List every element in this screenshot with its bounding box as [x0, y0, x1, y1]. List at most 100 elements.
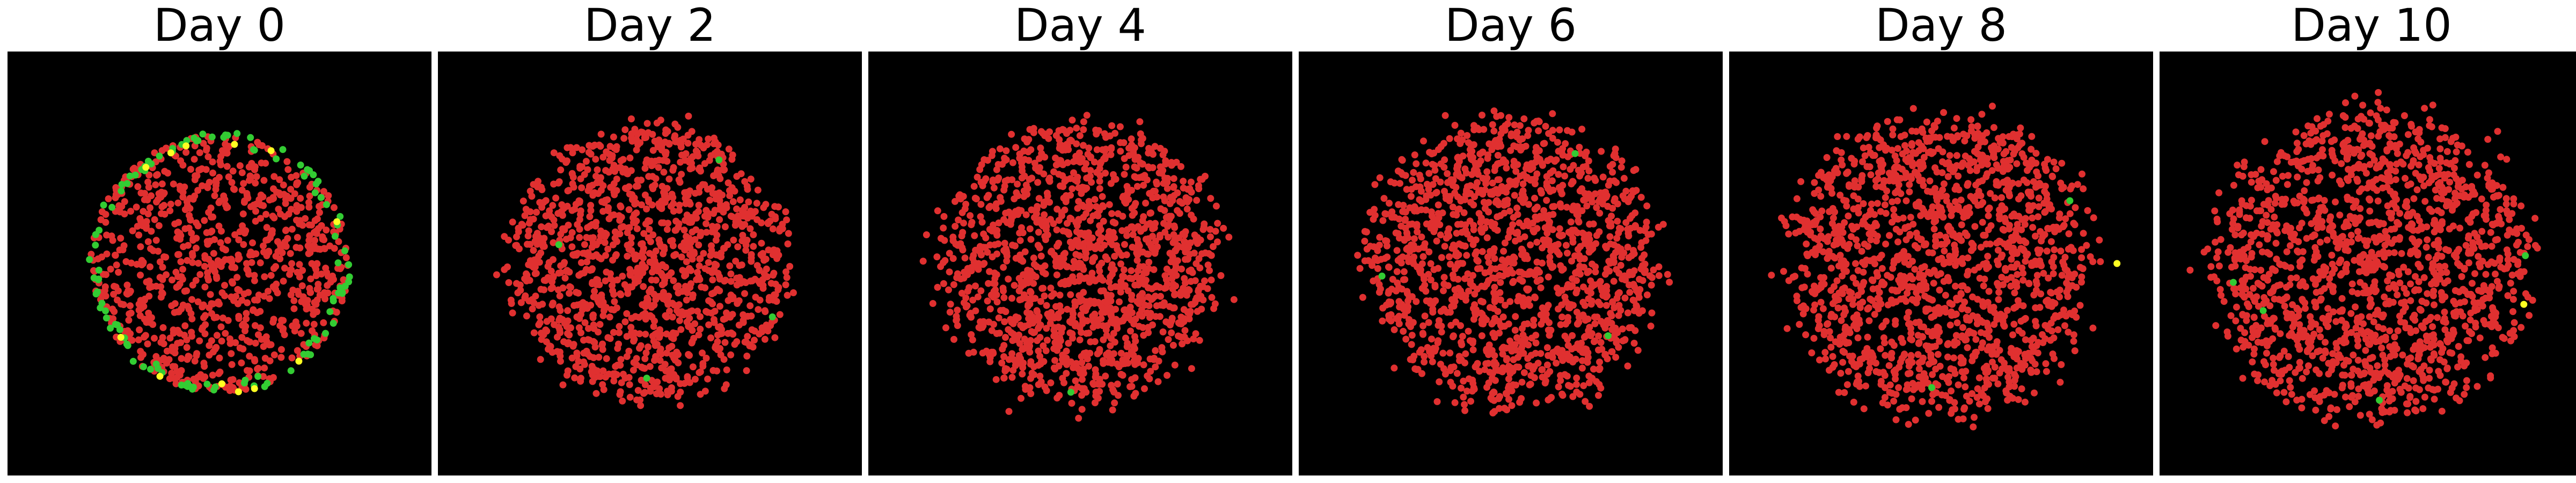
red-cell-point — [1502, 302, 1509, 309]
red-cell-point — [550, 239, 557, 246]
red-cell-point — [1103, 305, 1110, 312]
red-cell-point — [521, 212, 529, 219]
red-cell-point — [145, 171, 153, 179]
red-cell-point — [159, 334, 166, 341]
red-cell-point — [1491, 283, 1498, 291]
red-cell-point — [1502, 390, 1510, 397]
red-cell-point — [1508, 347, 1516, 355]
red-cell-point — [650, 323, 657, 330]
red-cell-point — [1592, 177, 1599, 184]
red-cell-point — [1461, 196, 1469, 203]
red-cell-point — [1077, 370, 1084, 377]
red-cell-point — [581, 361, 588, 368]
red-cell-point — [281, 238, 289, 246]
red-cell-point — [1469, 282, 1476, 290]
red-cell-point — [960, 193, 967, 200]
red-cell-point — [206, 179, 213, 186]
red-cell-point — [1029, 271, 1037, 279]
red-cell-point — [975, 266, 982, 273]
red-cell-point — [317, 246, 324, 253]
red-cell-point — [1099, 193, 1106, 200]
red-cell-point — [1138, 312, 1146, 320]
red-cell-point — [642, 220, 649, 228]
red-cell-point — [1635, 310, 1643, 317]
red-cell-point — [1601, 350, 1609, 358]
red-cell-point — [765, 296, 773, 304]
red-cell-point — [1083, 112, 1091, 119]
red-cell-point — [1393, 268, 1401, 275]
red-cell-point — [613, 238, 620, 245]
red-cell-point — [1485, 140, 1493, 148]
red-cell-point — [742, 246, 750, 254]
red-cell-point — [325, 192, 332, 199]
red-cell-point — [576, 216, 583, 223]
red-cell-point — [292, 172, 300, 179]
red-cell-point — [702, 207, 710, 214]
red-cell-point — [946, 250, 953, 257]
red-cell-point — [181, 322, 189, 330]
red-cell-point — [1100, 155, 1108, 163]
red-cell-point — [636, 330, 643, 338]
red-cell-point — [1075, 414, 1082, 422]
red-cell-point — [623, 310, 631, 317]
red-cell-point — [1181, 327, 1189, 334]
red-cell-point — [577, 175, 584, 182]
red-cell-point — [1099, 276, 1107, 284]
red-cell-point — [693, 214, 700, 222]
red-cell-point — [1076, 132, 1084, 140]
red-cell-point — [577, 377, 584, 385]
red-cell-point — [1137, 130, 1144, 137]
red-cell-point — [1084, 355, 1091, 363]
red-cell-point — [281, 265, 288, 272]
green-cell-point — [129, 357, 137, 365]
red-cell-point — [290, 305, 298, 312]
red-cell-point — [995, 219, 1002, 226]
red-cell-point — [1590, 220, 1597, 228]
red-cell-point — [1080, 240, 1088, 247]
red-cell-point — [1075, 197, 1082, 205]
red-cell-point — [748, 326, 756, 333]
red-cell-point — [726, 192, 734, 200]
red-cell-point — [623, 185, 630, 192]
red-cell-point — [1124, 360, 1132, 367]
red-cell-point — [1515, 292, 1523, 300]
red-cell-point — [174, 273, 182, 280]
red-cell-point — [1438, 323, 1445, 330]
red-cell-point — [559, 225, 566, 232]
red-cell-point — [929, 300, 936, 307]
red-cell-point — [297, 330, 305, 337]
red-cell-point — [1089, 312, 1096, 320]
red-cell-point — [1596, 365, 1603, 372]
red-cell-point — [1079, 376, 1086, 383]
red-cell-point — [1575, 318, 1583, 326]
red-cell-point — [526, 187, 534, 195]
red-cell-point — [1204, 261, 1212, 269]
red-cell-point — [694, 308, 701, 315]
red-cell-point — [1147, 148, 1155, 155]
red-cell-point — [1043, 336, 1051, 344]
red-cell-point — [697, 142, 705, 149]
red-cell-point — [1195, 255, 1203, 262]
red-cell-point — [1059, 183, 1067, 191]
red-cell-point — [1131, 333, 1138, 340]
red-cell-point — [1030, 371, 1037, 378]
red-cell-point — [741, 178, 749, 185]
red-cell-point — [707, 252, 714, 259]
red-cell-point — [1487, 248, 1494, 255]
red-cell-point — [655, 389, 663, 396]
yellow-cell-point — [235, 388, 242, 396]
red-cell-point — [990, 184, 998, 192]
green-cell-point — [107, 325, 114, 332]
red-cell-point — [1069, 185, 1076, 193]
red-cell-point — [1415, 245, 1422, 253]
red-cell-point — [712, 344, 719, 352]
red-cell-point — [1153, 193, 1161, 201]
red-cell-point — [309, 305, 316, 313]
red-cell-point — [972, 307, 979, 314]
red-cell-point — [677, 140, 685, 147]
red-cell-point — [1144, 324, 1152, 331]
red-cell-point — [152, 181, 159, 188]
red-cell-point — [1033, 307, 1041, 314]
red-cell-point — [702, 229, 710, 236]
red-cell-point — [1213, 202, 1220, 210]
